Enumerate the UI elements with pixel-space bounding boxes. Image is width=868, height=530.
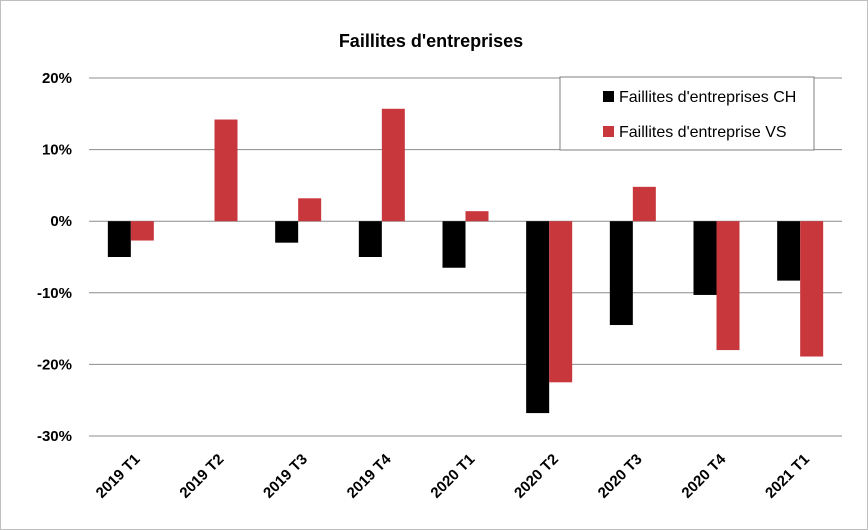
- x-tick-label: 2019 T3: [260, 451, 311, 502]
- y-tick-label: 0%: [50, 213, 72, 230]
- x-tick-label: 2019 T2: [176, 451, 227, 502]
- y-axis-ticks: 20% 10% 0% -10% -20% -30%: [37, 70, 72, 445]
- x-tick-label: 2020 T2: [511, 451, 562, 502]
- bar: [777, 221, 801, 281]
- y-tick-label: -10%: [37, 285, 72, 302]
- bar: [800, 221, 824, 357]
- bar: [275, 221, 299, 243]
- bar: [693, 221, 717, 295]
- x-tick-label: 2019 T4: [344, 450, 395, 501]
- bar: [214, 119, 238, 222]
- y-tick-label: 10%: [42, 142, 72, 159]
- legend: Faillites d'entreprises CH Faillites d'e…: [559, 76, 815, 151]
- x-tick-label: 2020 T4: [678, 450, 729, 501]
- bar: [549, 221, 573, 383]
- bar: [632, 186, 656, 222]
- bar: [130, 221, 154, 241]
- x-tick-label: 2020 T1: [427, 451, 478, 502]
- bar: [526, 221, 550, 414]
- x-tick-label: 2020 T3: [595, 451, 646, 502]
- y-tick-label: -30%: [37, 428, 72, 445]
- y-tick-label: 20%: [42, 70, 72, 87]
- bar: [358, 221, 382, 257]
- bar: [442, 221, 466, 268]
- chart-title: Faillites d'entreprises: [339, 31, 523, 51]
- bar: [465, 211, 489, 222]
- bar: [298, 198, 322, 222]
- x-axis-ticks: 2019 T1 2019 T2 2019 T3 2019 T4 2020 T1 2020 …: [93, 450, 813, 501]
- legend-label-vs: Faillites d'entreprise VS: [619, 124, 787, 141]
- legend-box: [559, 76, 815, 151]
- legend-swatch-vs: [603, 126, 614, 137]
- y-tick-label: -20%: [37, 356, 72, 373]
- bar: [107, 221, 131, 257]
- legend-label-ch: Faillites d'entreprises CH: [619, 89, 796, 106]
- legend-swatch-ch: [603, 91, 614, 102]
- bar: [609, 221, 633, 326]
- bar: [716, 221, 740, 351]
- bars: [107, 108, 824, 414]
- x-tick-label: 2019 T1: [93, 451, 144, 502]
- x-tick-label: 2021 T1: [762, 451, 813, 502]
- bar: [381, 108, 405, 222]
